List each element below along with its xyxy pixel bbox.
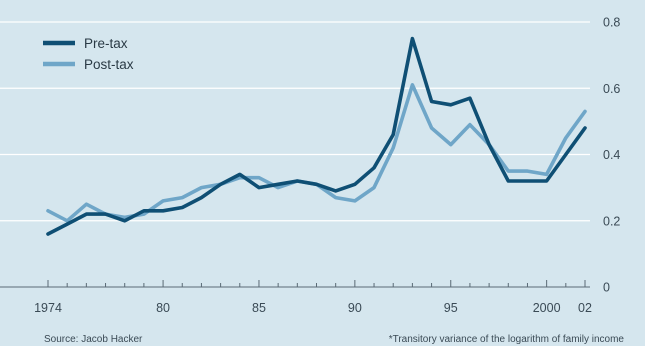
y-tick-label-0.2: 0.2 bbox=[603, 214, 620, 228]
series-line-pre-tax bbox=[46, 36, 587, 236]
legend: Pre-tax Post-tax bbox=[43, 36, 134, 72]
source-note: Source: Jacob Hacker bbox=[44, 334, 143, 345]
gridlines bbox=[0, 21, 590, 222]
y-tick-label-0.4: 0.4 bbox=[603, 148, 620, 162]
legend-label-pre-tax: Pre-tax bbox=[84, 36, 128, 51]
y-tick-label-0.8: 0.8 bbox=[603, 16, 620, 30]
y-tick-label-0: 0 bbox=[603, 281, 610, 295]
x-tick-label-90: 90 bbox=[348, 301, 362, 315]
x-tick-label-85: 85 bbox=[252, 301, 266, 315]
x-tick-label-02: 02 bbox=[578, 301, 592, 315]
series-lines bbox=[46, 36, 587, 236]
x-tick-label-1974: 1974 bbox=[34, 301, 62, 315]
footnote: *Transitory variance of the logarithm of… bbox=[389, 334, 625, 345]
legend-label-post-tax: Post-tax bbox=[84, 57, 134, 72]
x-tick-label-2000: 2000 bbox=[533, 301, 561, 315]
y-tick-label-0.6: 0.6 bbox=[603, 82, 620, 96]
x-tick-label-95: 95 bbox=[444, 301, 458, 315]
x-axis bbox=[0, 280, 590, 288]
x-axis-labels: 1974 80 85 90 95 2000 02 bbox=[34, 301, 592, 315]
y-axis-labels: 0 0.2 0.4 0.6 0.8 bbox=[603, 16, 620, 295]
x-tick-label-80: 80 bbox=[156, 301, 170, 315]
